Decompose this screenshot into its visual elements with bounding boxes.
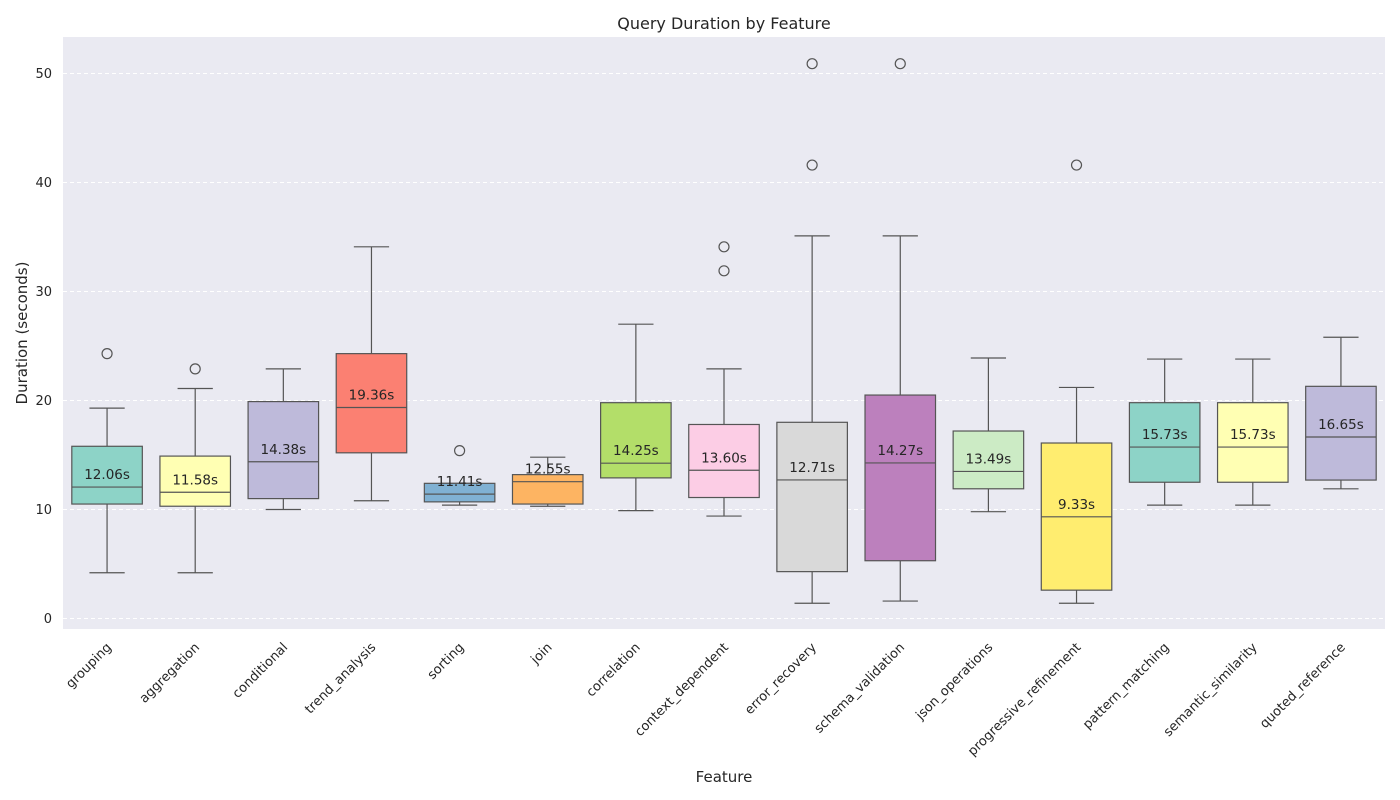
- box-error_recovery: 12.71s: [776, 58, 848, 604]
- x-tick-label: context_dependent: [632, 640, 732, 740]
- iqr-box: [1216, 402, 1289, 483]
- iqr-box: [864, 394, 937, 562]
- median-label: 12.55s: [525, 462, 571, 478]
- x-tick-label: sorting: [425, 640, 468, 683]
- box-json_operations: 13.49s: [952, 357, 1025, 513]
- outlier-point: [454, 445, 466, 457]
- median-label: 19.36s: [349, 387, 395, 403]
- iqr-box: [423, 482, 496, 503]
- y-tick-label: 40: [35, 176, 52, 191]
- box-semantic_similarity: 15.73s: [1216, 358, 1289, 506]
- outlier-point: [718, 265, 730, 277]
- median-label: 16.65s: [1318, 417, 1364, 433]
- outlier-point: [1070, 159, 1083, 171]
- iqr-box: [159, 455, 232, 507]
- median-label: 11.58s: [172, 472, 218, 488]
- box-pattern_matching: 15.73s: [1128, 358, 1201, 506]
- y-tick-label: 10: [35, 503, 52, 518]
- y-axis-label: Duration (seconds): [13, 262, 31, 405]
- median-label: 13.60s: [701, 450, 747, 466]
- x-tick-label: json_operations: [913, 640, 997, 724]
- outlier-point: [718, 241, 730, 253]
- iqr-box: [600, 402, 672, 479]
- box-trend_analysis: 19.36s: [335, 246, 408, 502]
- median-label: 11.41s: [437, 474, 483, 490]
- median-label: 14.38s: [260, 442, 306, 458]
- box-join: 12.55s: [511, 456, 584, 507]
- median-label: 15.73s: [1142, 427, 1188, 443]
- x-tick-labels: grouping aggregation conditional trend_anal…: [63, 640, 1348, 759]
- box-grouping: 12.06s: [71, 348, 143, 574]
- y-tick-labels: 0 10 20 30 40 50: [35, 67, 52, 627]
- box-conditional: 14.38s: [247, 368, 320, 511]
- median-label: 12.06s: [84, 467, 130, 483]
- plot-background: [63, 37, 1385, 629]
- median-label: 13.49s: [966, 451, 1012, 467]
- outlier-point: [101, 348, 113, 360]
- iqr-box: [71, 445, 143, 505]
- x-tick-label: schema_validation: [812, 640, 908, 736]
- outlier-point: [806, 159, 818, 171]
- median-label: 12.71s: [789, 460, 835, 476]
- x-tick-label: quoted_reference: [1257, 640, 1348, 731]
- box-context_dependent: 13.60s: [688, 241, 760, 517]
- box-progressive_refinement: 9.33s: [1040, 159, 1113, 604]
- x-tick-label: correlation: [584, 640, 644, 700]
- y-tick-label: 20: [35, 394, 52, 409]
- chart-title: Query Duration by Feature: [617, 14, 830, 33]
- x-tick-label: semantic_similarity: [1161, 640, 1261, 740]
- outlier-point: [894, 58, 906, 70]
- box-quoted_reference: 16.65s: [1305, 336, 1377, 490]
- x-tick-label: grouping: [63, 640, 115, 692]
- x-tick-label: aggregation: [137, 640, 203, 706]
- x-tick-label: conditional: [230, 640, 291, 701]
- x-axis-label: Feature: [696, 768, 753, 786]
- boxes: 12.06s 11.58s 14.38s 19.36s 11.41s 12.55s 14.2…: [71, 58, 1377, 604]
- x-tick-label: pattern_matching: [1080, 640, 1172, 732]
- box-sorting: 11.41s: [423, 445, 496, 506]
- x-tick-label: join: [528, 640, 556, 668]
- y-tick-label: 0: [44, 612, 52, 627]
- x-tick-label: trend_analysis: [302, 640, 379, 717]
- x-tick-label: error_recovery: [742, 640, 820, 718]
- median-label: 14.25s: [613, 443, 659, 459]
- median-label: 9.33s: [1058, 497, 1095, 513]
- y-tick-label: 30: [35, 285, 52, 300]
- iqr-box: [688, 423, 760, 499]
- box-aggregation: 11.58s: [159, 363, 232, 574]
- iqr-box: [335, 353, 408, 454]
- iqr-box: [247, 400, 320, 500]
- outlier-point: [189, 363, 201, 375]
- iqr-box: [1305, 385, 1377, 481]
- iqr-box: [952, 430, 1025, 490]
- box-correlation: 14.25s: [600, 323, 672, 512]
- y-tick-label: 50: [35, 67, 52, 82]
- median-label: 14.27s: [877, 443, 923, 459]
- iqr-box: [776, 421, 848, 573]
- median-label: 15.73s: [1230, 427, 1276, 443]
- outlier-point: [806, 58, 818, 70]
- box-schema_validation: 14.27s: [864, 58, 937, 602]
- iqr-box: [1128, 402, 1201, 483]
- iqr-box: [511, 474, 584, 505]
